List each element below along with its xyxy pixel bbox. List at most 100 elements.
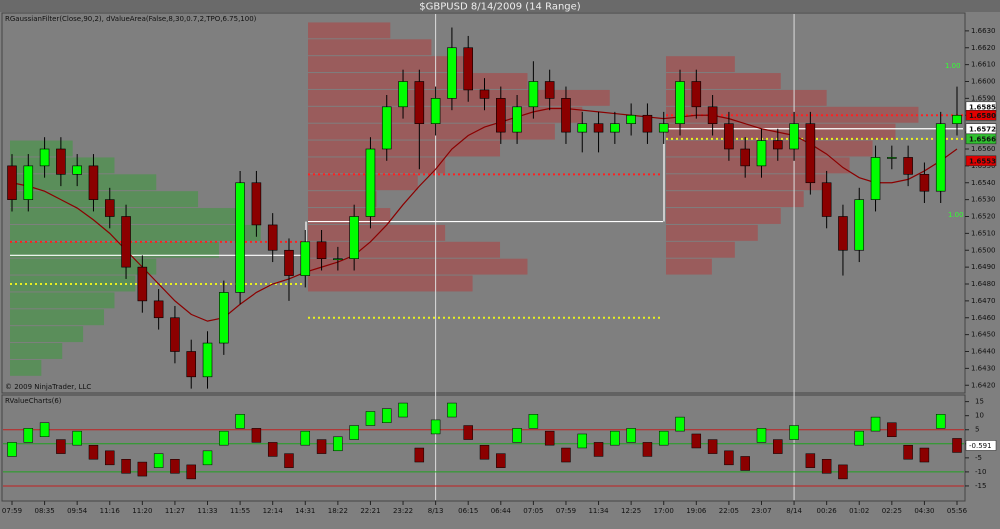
value-chart-bar (789, 425, 799, 440)
candle-body (870, 157, 881, 200)
profile-bar (666, 140, 873, 157)
annotation: 1.00 (945, 62, 961, 70)
profile-bar (308, 275, 473, 292)
profile-bar (10, 258, 157, 275)
profile-bar (666, 241, 735, 258)
x-tick-label: 11:27 (165, 507, 185, 515)
y-tick-label: 1.6420 (971, 381, 996, 389)
candle-body (789, 123, 799, 150)
value-chart-bar (170, 459, 180, 474)
value-chart-bar (23, 428, 34, 443)
candle-body (772, 140, 783, 150)
y-tick-label: 1.6510 (971, 229, 996, 237)
profile-bar (308, 106, 583, 123)
value-chart-bar (219, 430, 229, 446)
y-tick-label: 1.6530 (971, 196, 996, 204)
value-chart-bar (365, 411, 376, 426)
value-chart-bar (251, 428, 262, 443)
x-tick-label: 11:55 (230, 507, 250, 515)
value-chart-bar (496, 453, 506, 468)
value-chart-bar (105, 450, 115, 466)
value-chart-bar (544, 430, 555, 446)
candle-body (56, 148, 66, 175)
candle-body (838, 216, 848, 251)
candle-body (740, 148, 750, 167)
profile-bar (666, 224, 758, 241)
candle-body (186, 351, 197, 378)
profile-bar (666, 123, 896, 140)
x-tick-label: 06:44 (491, 507, 512, 515)
y-tick-label: 1.6460 (971, 314, 996, 322)
value-chart-bar (707, 439, 718, 454)
value-chart-bar (186, 464, 196, 480)
profile-bar (666, 174, 827, 191)
candle-body (23, 165, 34, 200)
profile-bar (308, 56, 473, 73)
candle-body (235, 182, 245, 293)
x-tick-label: 07:59 (556, 507, 576, 515)
profile-bar (308, 22, 391, 39)
y-tick-label: 1.6630 (971, 27, 996, 35)
candle-body (903, 157, 913, 175)
annotation: 1.00 (948, 211, 964, 219)
profile-bar (308, 191, 377, 208)
y-tick-label: 1.6480 (971, 280, 996, 288)
x-tick-label: 05:56 (947, 507, 968, 515)
candle-body (528, 81, 539, 108)
copyright: © 2009 NinjaTrader, LLC (5, 383, 91, 391)
profile-bar (10, 275, 136, 292)
value-chart-bar (626, 428, 636, 443)
value-chart-bar (821, 459, 832, 474)
value-chart-bar (756, 428, 767, 443)
candle-body (381, 106, 392, 150)
indicator-tag-label: -0.591 (969, 442, 992, 450)
y-tick-label: 1.6430 (971, 364, 996, 372)
candle-body (496, 98, 506, 133)
value-chart-bar (610, 430, 620, 446)
y-tick-label: -15 (975, 482, 986, 490)
value-chart-bar (691, 433, 702, 449)
price-tag-label: 1.6572 (969, 125, 996, 133)
value-chart-bar (284, 453, 294, 468)
y-tick-label: 1.6620 (971, 44, 996, 52)
price-tag-label: 1.6553 (969, 157, 996, 165)
x-tick-label: 14:31 (295, 507, 315, 515)
candle-body (952, 114, 962, 124)
x-tick-label: 09:54 (67, 507, 88, 515)
x-tick-label: 18:22 (328, 507, 348, 515)
x-tick-label: 06:15 (458, 507, 478, 515)
value-chart-bar (870, 416, 881, 432)
profile-bar (10, 292, 115, 309)
candle-body (935, 123, 946, 192)
price-tag-label: 1.6566 (969, 135, 996, 143)
y-tick-label: 1.6540 (971, 179, 996, 187)
profile-bar (10, 309, 105, 326)
profile-bar (10, 241, 219, 258)
profile-bar (666, 258, 712, 275)
price-tag (965, 155, 997, 167)
value-chart-bar (316, 439, 327, 454)
value-chart-bar (528, 414, 539, 429)
candle-body (544, 81, 555, 99)
y-tick-label: -5 (975, 454, 982, 462)
value-chart-bar (577, 433, 587, 449)
x-tick-label: 11:33 (197, 507, 217, 515)
x-tick-label: 12:25 (621, 507, 641, 515)
profile-bar (10, 326, 84, 343)
x-tick-label: 22:05 (719, 507, 739, 515)
candle-body (691, 81, 702, 108)
y-tick-label: 1.6500 (971, 246, 996, 254)
candle-body (7, 165, 17, 200)
value-chart-bar (740, 456, 750, 471)
value-chart-bar (7, 442, 17, 457)
profile-bar (10, 174, 157, 191)
value-chart-bar (153, 453, 164, 468)
y-tick-label: 15 (975, 398, 984, 406)
y-tick-label: -10 (975, 468, 986, 476)
profile-bar (308, 157, 446, 174)
value-chart-bar (642, 442, 653, 457)
candle-body (137, 266, 148, 302)
candle-body (414, 81, 425, 124)
price-tag-label: 1.6580 (969, 112, 996, 120)
candle-body (430, 98, 441, 124)
